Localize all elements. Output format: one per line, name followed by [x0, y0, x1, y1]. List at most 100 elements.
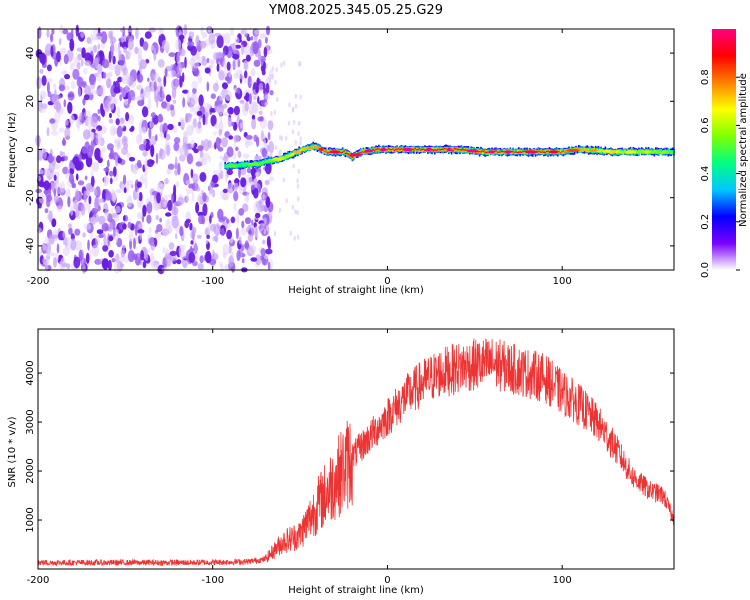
noise-speckle: [141, 106, 149, 118]
noise-speckle: [136, 181, 142, 188]
signal-cell: [379, 149, 382, 151]
noise-speckle: [134, 223, 138, 237]
noise-speckle: [216, 63, 220, 72]
noise-speckle: [81, 146, 88, 154]
signal-cell: [341, 151, 344, 153]
noise-speckle: [81, 111, 84, 125]
noise-speckle: [154, 232, 161, 239]
noise-speckle: [159, 148, 164, 157]
signal-cell: [494, 150, 496, 152]
signal-cell: [524, 150, 527, 152]
colorbar-tick-label: 0.4: [700, 166, 711, 182]
noise-speckle: [112, 192, 117, 204]
noise-speckle: [104, 190, 112, 201]
noise-speckle: [136, 96, 143, 101]
spectrogram-ytick-label: 40: [25, 47, 36, 60]
noise-speckle: [190, 168, 194, 179]
signal-cell: [435, 150, 437, 151]
noise-speckle: [214, 234, 219, 243]
signal-cell: [498, 150, 500, 152]
noise-speckle: [123, 187, 127, 194]
spectrogram-ytick-label: -20: [25, 190, 36, 206]
signal-cell: [660, 148, 663, 154]
signal-hotspot: [426, 147, 432, 152]
noise-speckle: [202, 32, 207, 39]
noise-speckle: [259, 105, 263, 115]
noise-speckle: [90, 175, 95, 187]
noise-speckle: [102, 244, 109, 252]
noise-speckle: [126, 195, 133, 208]
noise-speckle: [210, 114, 217, 127]
signal-cell: [269, 159, 271, 162]
noise-speckle: [233, 87, 238, 94]
noise-speckle: [182, 89, 189, 94]
noise-speckle: [226, 169, 233, 176]
noise-speckle: [221, 137, 228, 148]
signal-cell: [587, 149, 590, 152]
noise-speckle: [220, 263, 224, 273]
signal-cell: [364, 151, 366, 153]
signal-hotspot: [364, 149, 374, 153]
signal-cell: [283, 156, 285, 160]
signal-cell: [341, 150, 344, 153]
noise-speckle: [276, 97, 279, 102]
signal-cell: [600, 149, 602, 151]
signal-cell: [562, 150, 565, 152]
noise-speckle: [96, 88, 103, 96]
noise-speckle: [90, 46, 94, 52]
noise-speckle: [246, 36, 251, 42]
signal-cell: [481, 150, 484, 152]
noise-speckle: [90, 131, 95, 142]
signal-cell: [413, 149, 415, 151]
noise-speckle: [193, 68, 200, 77]
noise-speckle: [247, 233, 253, 242]
noise-speckle: [243, 60, 248, 70]
noise-speckle: [123, 215, 126, 222]
noise-speckle: [120, 249, 126, 258]
signal-cell: [390, 149, 393, 151]
signal-cell: [351, 156, 354, 158]
signal-cell: [510, 151, 513, 153]
noise-speckle: [137, 229, 145, 234]
noise-speckle: [84, 175, 88, 181]
noise-speckle: [35, 188, 43, 194]
noise-speckle: [228, 135, 234, 140]
noise-speckle: [213, 131, 218, 136]
noise-speckle: [146, 214, 152, 224]
noise-speckle: [56, 155, 62, 164]
noise-speckle: [263, 134, 266, 140]
noise-speckle: [191, 93, 195, 99]
noise-speckle: [270, 152, 273, 158]
noise-speckle: [177, 147, 184, 155]
noise-speckle: [158, 82, 161, 92]
noise-speckle: [189, 100, 195, 113]
noise-speckle: [135, 134, 143, 145]
noise-speckle: [77, 121, 80, 131]
noise-speckle: [241, 220, 245, 229]
noise-speckle: [77, 61, 81, 70]
signal-cell: [520, 151, 523, 153]
noise-speckle: [166, 144, 171, 157]
noise-speckle: [127, 38, 134, 51]
noise-speckle: [212, 82, 219, 92]
noise-speckle: [46, 127, 50, 137]
signal-cell: [654, 149, 657, 154]
noise-speckle: [266, 235, 271, 248]
noise-speckle: [98, 233, 104, 239]
noise-speckle: [136, 211, 143, 220]
noise-speckle: [174, 169, 179, 176]
noise-speckle: [129, 238, 133, 250]
noise-speckle: [130, 184, 134, 189]
signal-cell: [350, 155, 352, 157]
signal-cell: [348, 153, 351, 155]
signal-cell: [326, 151, 328, 153]
noise-speckle: [165, 212, 172, 217]
signal-cell: [325, 150, 327, 152]
signal-cell: [495, 150, 498, 152]
noise-speckle: [265, 196, 271, 208]
signal-hotspot: [226, 164, 238, 168]
noise-speckle: [165, 253, 172, 267]
noise-speckle: [253, 59, 261, 67]
noise-speckle: [245, 174, 252, 187]
signal-cell: [523, 150, 526, 152]
